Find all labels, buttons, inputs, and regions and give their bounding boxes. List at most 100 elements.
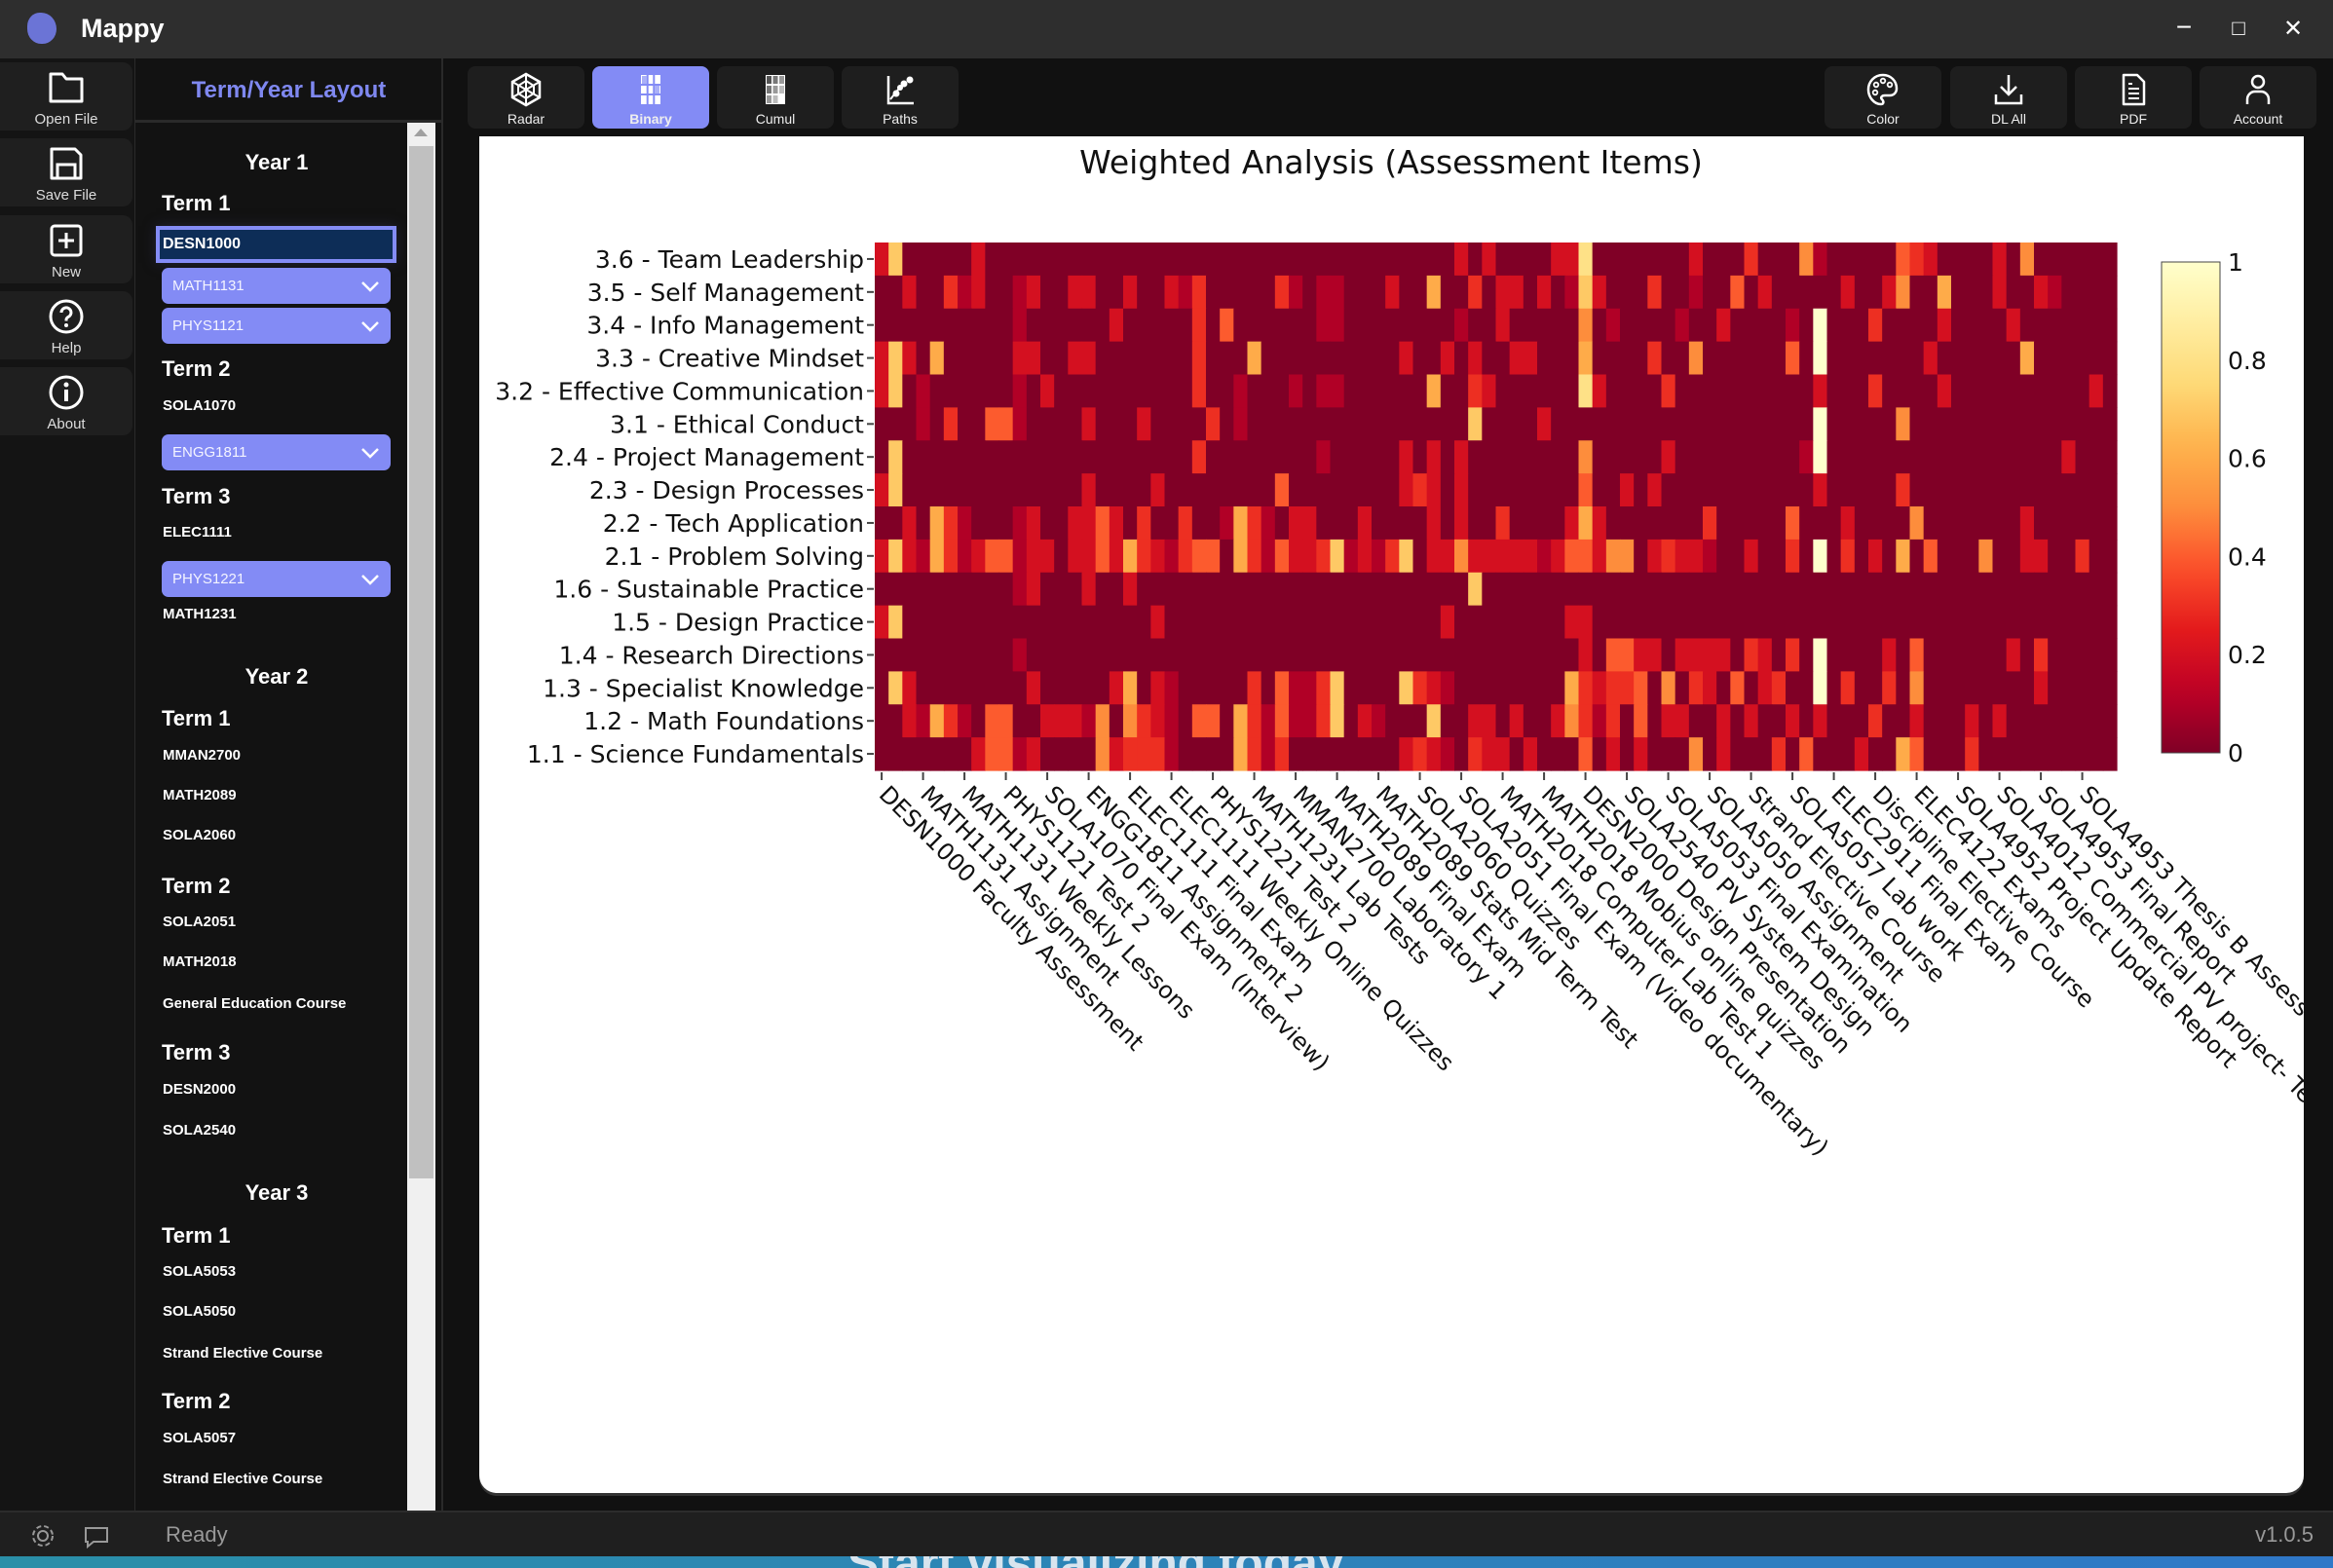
heatmap-cell[interactable] xyxy=(1605,341,1621,376)
heatmap-cell[interactable] xyxy=(2075,539,2090,574)
heatmap-cell[interactable] xyxy=(2061,539,2077,574)
heatmap-cell[interactable] xyxy=(1247,243,1262,277)
heatmap-cell[interactable] xyxy=(1261,308,1276,343)
heatmap-cell[interactable] xyxy=(985,671,1000,705)
heatmap-cell[interactable] xyxy=(1564,308,1580,343)
heatmap-cell[interactable] xyxy=(1233,341,1249,376)
heatmap-cell[interactable] xyxy=(1647,704,1663,738)
heatmap-cell[interactable] xyxy=(1068,275,1083,310)
heatmap-cell[interactable] xyxy=(1826,737,1842,771)
heatmap-cell[interactable] xyxy=(1854,374,1869,408)
heatmap-cell[interactable] xyxy=(916,506,931,541)
heatmap-cell[interactable] xyxy=(1634,243,1648,277)
heatmap-cell[interactable] xyxy=(1523,243,1538,277)
heatmap-cell[interactable] xyxy=(2019,473,2035,507)
heatmap-cell[interactable] xyxy=(1896,374,1911,408)
course-dropdown[interactable]: PHYS1121 xyxy=(162,308,391,344)
heatmap-cell[interactable] xyxy=(1578,605,1594,640)
heatmap-cell[interactable] xyxy=(1454,737,1469,771)
heatmap-cell[interactable] xyxy=(1247,473,1262,507)
heatmap-cell[interactable] xyxy=(1261,737,1276,771)
heatmap-cell[interactable] xyxy=(1261,671,1276,705)
heatmap-cell[interactable] xyxy=(1923,737,1938,771)
heatmap-cell[interactable] xyxy=(1523,506,1538,541)
heatmap-cell[interactable] xyxy=(1385,539,1400,574)
heatmap-cell[interactable] xyxy=(1937,638,1952,672)
heatmap-cell[interactable] xyxy=(1081,275,1097,310)
heatmap-cell[interactable] xyxy=(2102,440,2118,474)
heatmap-cell[interactable] xyxy=(1592,737,1607,771)
heatmap-cell[interactable] xyxy=(1744,638,1759,672)
heatmap-cell[interactable] xyxy=(1054,407,1069,441)
heatmap-cell[interactable] xyxy=(2075,308,2090,343)
heatmap-cell[interactable] xyxy=(2048,605,2062,640)
heatmap-cell[interactable] xyxy=(1440,440,1455,474)
heatmap-cell[interactable] xyxy=(1109,275,1124,310)
heatmap-cell[interactable] xyxy=(1757,275,1773,310)
heatmap-cell[interactable] xyxy=(1302,539,1317,574)
heatmap-cell[interactable] xyxy=(1744,704,1759,738)
sidebar-scrollbar[interactable] xyxy=(407,123,435,1511)
heatmap-cell[interactable] xyxy=(2102,341,2118,376)
heatmap-cell[interactable] xyxy=(1771,704,1787,738)
heatmap-cell[interactable] xyxy=(1191,704,1207,738)
heatmap-cell[interactable] xyxy=(1965,308,1979,343)
heatmap-cell[interactable] xyxy=(1730,737,1746,771)
scrollbar-thumb[interactable] xyxy=(409,146,433,1178)
heatmap-cell[interactable] xyxy=(1289,704,1303,738)
heatmap-cell[interactable] xyxy=(1137,308,1151,343)
heatmap-cell[interactable] xyxy=(1150,473,1166,507)
heatmap-cell[interactable] xyxy=(1026,440,1041,474)
heatmap-cell[interactable] xyxy=(1040,440,1055,474)
heatmap-cell[interactable] xyxy=(1551,506,1565,541)
heatmap-cell[interactable] xyxy=(1247,671,1262,705)
heatmap-cell[interactable] xyxy=(1578,440,1594,474)
heatmap-cell[interactable] xyxy=(1274,737,1290,771)
heatmap-cell[interactable] xyxy=(1923,506,1938,541)
heatmap-cell[interactable] xyxy=(1661,506,1676,541)
heatmap-cell[interactable] xyxy=(1882,506,1897,541)
heatmap-cell[interactable] xyxy=(1854,243,1869,277)
heatmap-cell[interactable] xyxy=(1716,605,1731,640)
heatmap-cell[interactable] xyxy=(1482,539,1497,574)
heatmap-cell[interactable] xyxy=(1730,243,1746,277)
heatmap-cell[interactable] xyxy=(1771,506,1787,541)
heatmap-cell[interactable] xyxy=(2088,506,2104,541)
heatmap-cell[interactable] xyxy=(2006,374,2021,408)
heatmap-cell[interactable] xyxy=(1054,737,1069,771)
heatmap-cell[interactable] xyxy=(1551,308,1565,343)
heatmap-cell[interactable] xyxy=(1247,374,1262,408)
heatmap-cell[interactable] xyxy=(971,638,986,672)
heatmap-cell[interactable] xyxy=(1978,374,1994,408)
heatmap-cell[interactable] xyxy=(1757,605,1773,640)
heatmap-cell[interactable] xyxy=(1261,473,1276,507)
heatmap-cell[interactable] xyxy=(2006,737,2021,771)
heatmap-cell[interactable] xyxy=(1206,374,1221,408)
heatmap-cell[interactable] xyxy=(971,737,986,771)
heatmap-cell[interactable] xyxy=(1302,243,1317,277)
heatmap-cell[interactable] xyxy=(1703,638,1717,672)
heatmap-cell[interactable] xyxy=(1647,308,1663,343)
heatmap-cell[interactable] xyxy=(1454,407,1469,441)
heatmap-cell[interactable] xyxy=(2019,506,2035,541)
heatmap-cell[interactable] xyxy=(1965,440,1979,474)
heatmap-cell[interactable] xyxy=(1647,243,1663,277)
heatmap-cell[interactable] xyxy=(1703,407,1717,441)
heatmap-cell[interactable] xyxy=(1261,243,1276,277)
heatmap-cell[interactable] xyxy=(1440,605,1455,640)
heatmap-cell[interactable] xyxy=(1688,308,1704,343)
heatmap-cell[interactable] xyxy=(1813,374,1828,408)
heatmap-cell[interactable] xyxy=(1316,572,1332,607)
heatmap-cell[interactable] xyxy=(1343,275,1359,310)
heatmap-cell[interactable] xyxy=(985,374,1000,408)
heatmap-cell[interactable] xyxy=(1509,440,1524,474)
heatmap-cell[interactable] xyxy=(2088,704,2104,738)
heatmap-cell[interactable] xyxy=(1164,671,1180,705)
heatmap-cell[interactable] xyxy=(2075,407,2090,441)
heatmap-cell[interactable] xyxy=(1040,275,1055,310)
heatmap-cell[interactable] xyxy=(1620,374,1635,408)
heatmap-cell[interactable] xyxy=(1468,308,1483,343)
heatmap-cell[interactable] xyxy=(1826,638,1842,672)
heatmap-cell[interactable] xyxy=(1191,572,1207,607)
heatmap-cell[interactable] xyxy=(1744,506,1759,541)
